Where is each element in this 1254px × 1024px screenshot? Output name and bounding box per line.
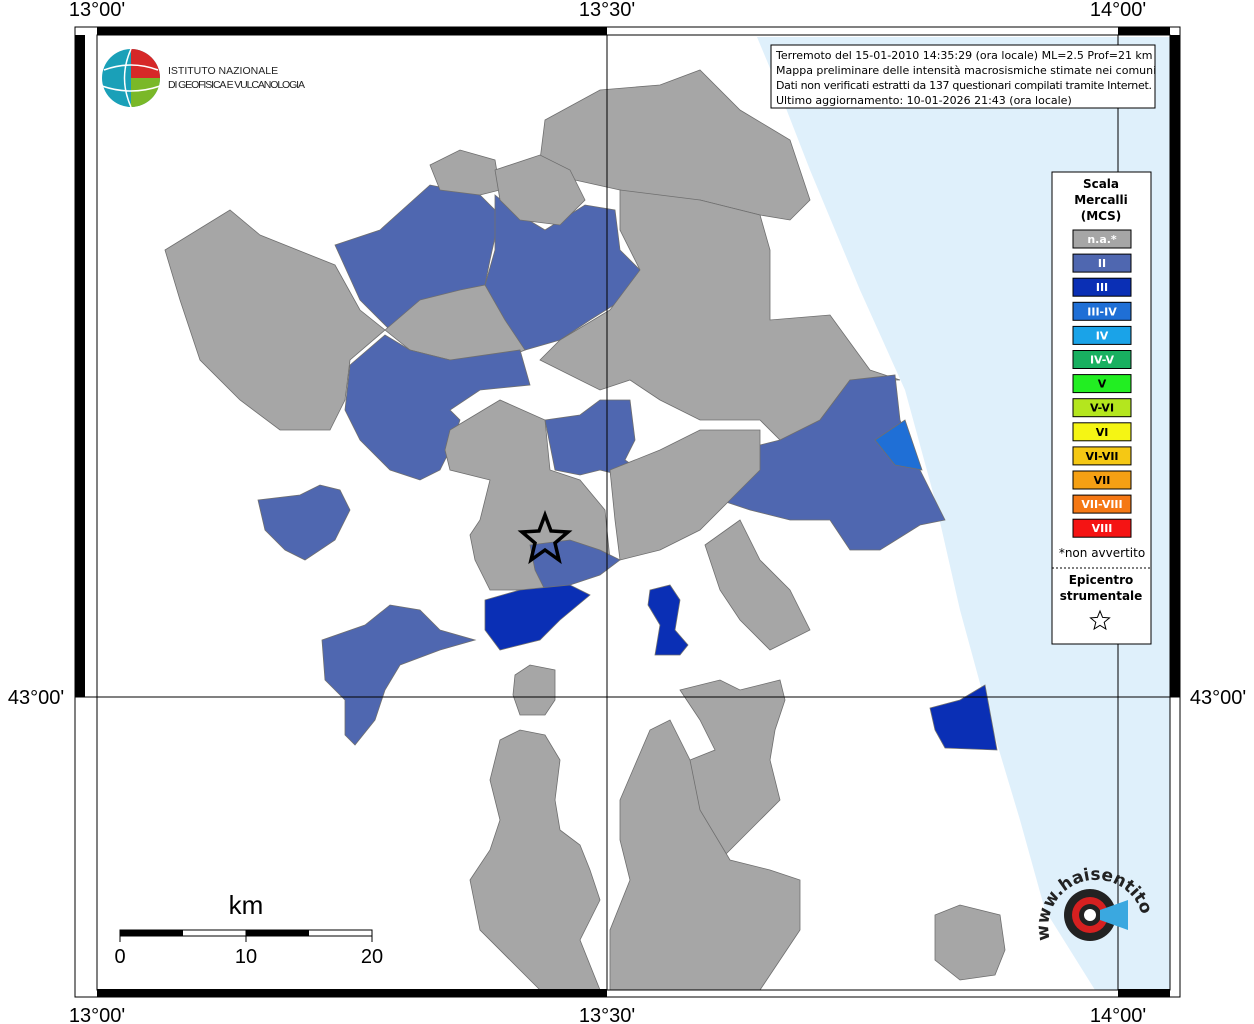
legend-label: VIII [1092, 522, 1113, 535]
frame-bar [97, 989, 607, 997]
coord-label: 14°00' [1090, 0, 1146, 21]
municipality [484, 584, 591, 651]
municipality [164, 209, 386, 431]
scale-label: 20 [361, 946, 383, 968]
legend-label: IV [1096, 329, 1109, 342]
coord-label: 14°00' [1090, 1005, 1146, 1024]
municipality [494, 154, 586, 226]
legend-label: III [1096, 281, 1108, 294]
legend-label: VI [1096, 426, 1109, 439]
legend-title: (MCS) [1081, 209, 1122, 223]
coord-label: 13°30' [579, 0, 635, 21]
scale-label: 10 [235, 946, 257, 968]
coord-label: 13°30' [579, 1005, 635, 1024]
coord-label: 43°00' [1190, 687, 1246, 709]
municipality [704, 519, 811, 651]
legend-swatch [1072, 518, 1132, 538]
legend-label: V-VI [1090, 402, 1114, 415]
municipality [469, 729, 601, 991]
legend-title: Scala [1083, 177, 1119, 191]
frame-bar [97, 27, 607, 35]
scale-segment [246, 930, 309, 936]
legend-swatch [1072, 325, 1132, 345]
legend-swatch [1072, 422, 1132, 442]
info-line: Ultimo aggiornamento: 10-01-2026 21:43 (… [776, 94, 1072, 107]
municipality [647, 584, 689, 656]
frame [74, 26, 1181, 998]
legend-label: VI-VII [1085, 450, 1118, 463]
coord-label: 13°00' [69, 0, 125, 21]
watermark-horn [1100, 900, 1128, 930]
legend-label: n.a.* [1087, 233, 1117, 246]
logo-text: DI GEOFISICA E VULCANOLOGIA [168, 79, 305, 91]
legend-label: VII [1094, 474, 1111, 487]
logo-segment [131, 49, 160, 78]
coord-label: 43°00' [8, 687, 64, 709]
legend-label: II [1098, 257, 1106, 270]
municipality [929, 684, 998, 751]
legend-swatch [1072, 494, 1132, 514]
scale-unit: km [229, 890, 264, 920]
municipality [679, 679, 786, 861]
info-box [770, 44, 1156, 109]
municipality [321, 604, 477, 746]
frame-bar [1118, 27, 1170, 35]
legend-swatch [1072, 470, 1132, 490]
frame-bar [1118, 989, 1170, 997]
info-line: Mappa preliminare delle intensità macros… [776, 64, 1156, 77]
legend-note: *non avvertito [1059, 546, 1145, 560]
epicenter [517, 510, 573, 565]
epicenter-symbol [1089, 609, 1111, 631]
municipality [609, 429, 761, 561]
logo-segment [131, 78, 160, 107]
legend-label: VII-VIII [1081, 498, 1122, 511]
watermark-ring [1084, 909, 1096, 921]
info-line: Terremoto del 15-01-2010 14:35:29 (ora l… [775, 49, 1153, 62]
scale-label: 0 [114, 946, 125, 968]
legend-swatch [1072, 253, 1132, 273]
frame-bar [1170, 35, 1180, 697]
legend-epicenter: Epicentro [1069, 573, 1134, 587]
legend-swatch [1072, 374, 1132, 394]
frame-bar [75, 35, 85, 697]
municipality [512, 664, 556, 716]
logo-lines [101, 48, 161, 108]
legend-swatch [1072, 229, 1132, 249]
legend: Scala Mercalli (MCS) *non avvertito Epic… [1051, 171, 1152, 645]
ingv-logo: ISTITUTO NAZIONALE DI GEOFISICA E VULCAN… [101, 48, 305, 108]
legend-label: III-IV [1087, 305, 1117, 318]
logo-text: ISTITUTO NAZIONALE [168, 65, 278, 77]
legend-swatch [1072, 301, 1132, 321]
municipality [344, 334, 531, 481]
legend-swatch [1072, 398, 1132, 418]
municipality [719, 374, 946, 551]
legend-swatch [1072, 446, 1132, 466]
legend-label: V [1098, 378, 1107, 391]
legend-swatch [1072, 277, 1132, 297]
scale-segment [120, 930, 183, 936]
municipality [874, 419, 923, 471]
municipality [257, 484, 351, 561]
legend-swatch [1072, 350, 1132, 369]
municipality [529, 539, 621, 591]
municipality [609, 719, 801, 991]
legend-epicenter: strumentale [1060, 589, 1143, 603]
legend-title: Mercalli [1074, 193, 1128, 207]
coord-label: 13°00' [69, 1005, 125, 1024]
scale-bar: km 0 10 20 [114, 890, 383, 968]
legend-label: IV-V [1090, 354, 1115, 367]
municipality [934, 904, 1006, 981]
info-line: Dati non verificati estratti da 137 ques… [776, 79, 1152, 92]
